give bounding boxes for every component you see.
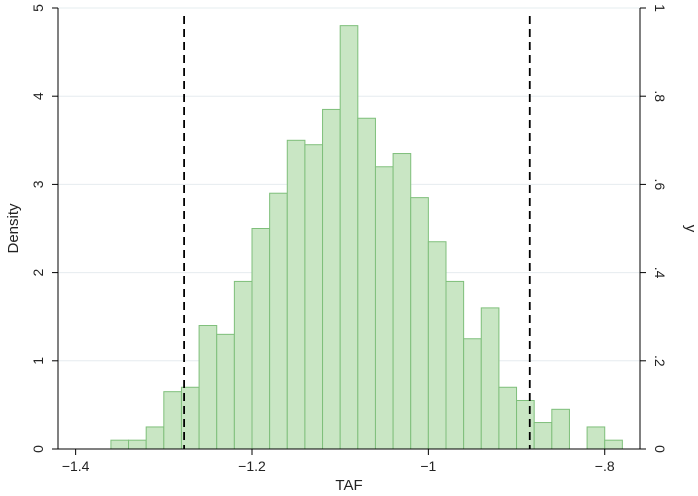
histogram-bar: [498, 386, 518, 450]
histogram-bar: [251, 228, 271, 450]
x-tick-label: −.8: [595, 458, 615, 474]
histogram-bar: [357, 117, 376, 450]
histogram-bar: [427, 241, 447, 450]
histogram-bar: [374, 166, 394, 450]
axis-labels: TAF Density y: [5, 203, 698, 494]
histogram-bar: [410, 197, 429, 450]
histogram-bar: [339, 25, 359, 450]
histogram-bar: [110, 439, 130, 450]
histogram-bar: [128, 439, 147, 450]
histogram-bar: [445, 280, 465, 450]
y-tick-label: 0: [30, 445, 46, 453]
histogram-bar: [163, 391, 182, 450]
histogram-bar: [463, 338, 482, 450]
y2-tick-label: .4: [652, 267, 668, 279]
y-tick-label: 2: [30, 268, 46, 276]
x-axis-title: TAF: [335, 477, 362, 494]
x-tick-label: −1.4: [62, 458, 90, 474]
histogram-bar: [198, 325, 218, 450]
x-tick-label: −1.2: [238, 458, 266, 474]
x-tick-label: −1: [420, 458, 436, 474]
histogram-bars: [110, 25, 623, 450]
y2-tick-label: .6: [652, 179, 668, 191]
y2-tick-label: 0: [652, 445, 668, 453]
histogram-bar: [604, 439, 623, 450]
y-tick-label: 3: [30, 180, 46, 188]
y2-tick-label: .2: [652, 355, 668, 367]
y-tick-label: 4: [30, 92, 46, 100]
y-tick-label: 5: [30, 4, 46, 12]
histogram-bar: [233, 280, 253, 450]
histogram-bar: [392, 153, 412, 450]
y-tick-label: 1: [30, 357, 46, 365]
histogram-bar: [586, 426, 606, 450]
histogram-bar: [551, 408, 570, 450]
histogram-bar: [304, 144, 324, 450]
histogram-bar: [286, 139, 306, 450]
y2-axis-title: y: [682, 225, 698, 233]
histogram-bar: [269, 192, 288, 450]
axes: −1.4 −1.2 −1 −.8 0 1 2 3 4 5 0 .2 .4 .6 .8 1: [30, 4, 668, 474]
reference-lines: [183, 16, 531, 449]
histogram-bar: [216, 333, 235, 450]
y2-tick-label: .8: [652, 90, 668, 102]
histogram-bar: [322, 108, 341, 450]
histogram-bar: [480, 307, 500, 450]
y-axis-title: Density: [5, 203, 22, 254]
histogram-bar: [533, 422, 553, 450]
histogram-bar: [516, 399, 535, 450]
histogram-bar: [145, 426, 165, 450]
y2-tick-label: 1: [652, 4, 668, 12]
